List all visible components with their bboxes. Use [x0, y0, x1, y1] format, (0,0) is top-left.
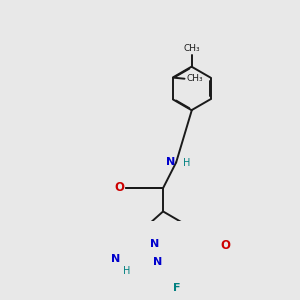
Text: N: N	[166, 158, 175, 167]
Text: N: N	[111, 254, 120, 264]
Text: O: O	[220, 239, 230, 252]
Text: H: H	[123, 266, 130, 276]
Text: H: H	[183, 158, 190, 169]
Text: CH₃: CH₃	[186, 74, 203, 83]
Text: F: F	[173, 283, 180, 293]
Text: O: O	[114, 181, 124, 194]
Text: CH₃: CH₃	[184, 44, 200, 53]
Text: N: N	[150, 239, 159, 249]
Text: N: N	[153, 257, 163, 267]
